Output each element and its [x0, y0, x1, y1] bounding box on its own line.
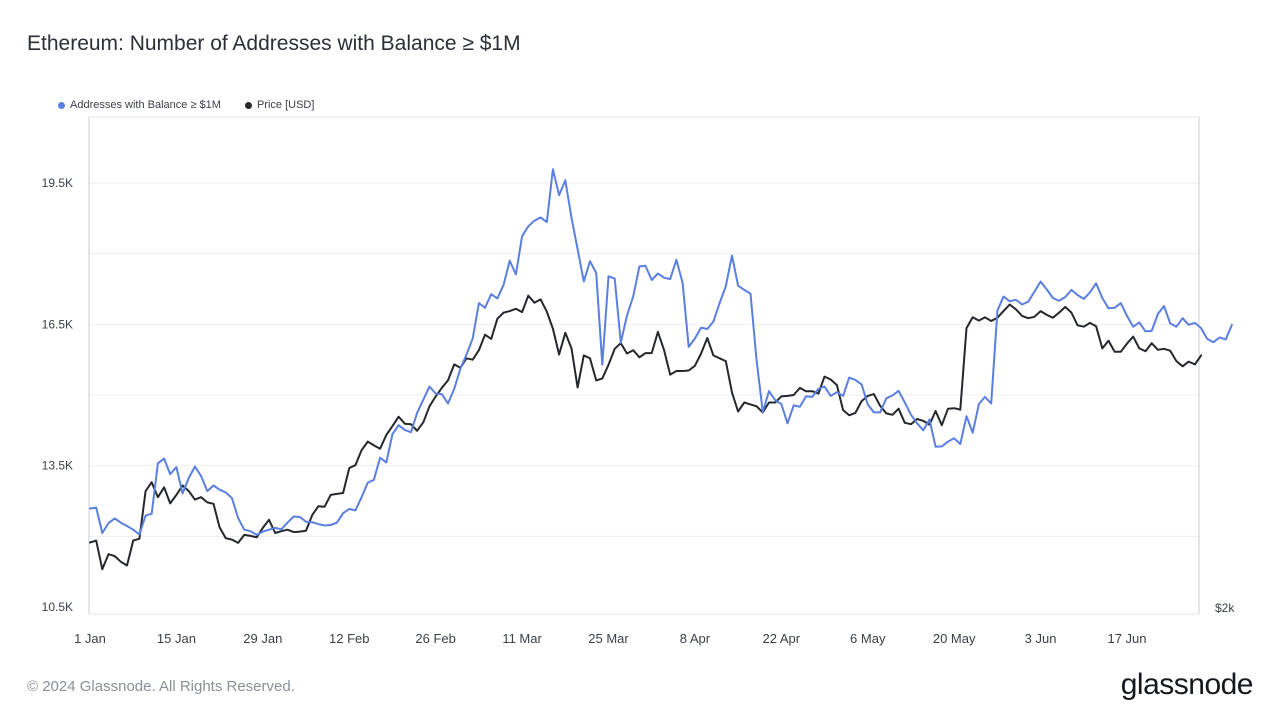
series-line-addresses[interactable]	[89, 168, 1233, 536]
copyright-footer: © 2024 Glassnode. All Rights Reserved.	[27, 678, 295, 695]
x-tick-label-12: 17 Jun	[1107, 631, 1146, 646]
legend-item-addresses[interactable]: Addresses with Balance ≥ $1M	[58, 99, 221, 111]
y-tick-label-0: 10.5K	[42, 600, 73, 614]
glassnode-logo: glassnode	[1120, 668, 1254, 701]
legend-swatch-addresses	[58, 101, 65, 109]
right-y-tick-label: $2k	[1215, 601, 1235, 615]
x-tick-label-3: 12 Feb	[329, 631, 369, 646]
x-tick-label-4: 26 Feb	[415, 631, 455, 646]
x-tick-label-9: 6 May	[850, 631, 886, 646]
y-tick-label-1: 13.5K	[42, 459, 73, 473]
legend: Addresses with Balance ≥ $1M Price [USD]	[58, 99, 314, 111]
line-chart[interactable]: 10.5K 13.5K 16.5K 19.5K $2k 1 Jan 15 Jan 29 Jan…	[0, 0, 1280, 660]
x-tick-label-7: 8 Apr	[680, 631, 711, 646]
legend-item-price[interactable]: Price [USD]	[244, 99, 315, 111]
y-tick-label-3: 19.5K	[42, 176, 73, 190]
x-tick-label-6: 25 Mar	[588, 631, 629, 646]
x-tick-label-11: 3 Jun	[1025, 631, 1057, 646]
legend-label-price: Price [USD]	[256, 99, 315, 111]
series-line-price[interactable]	[89, 294, 1203, 571]
x-tick-label-1: 15 Jan	[157, 631, 196, 646]
y-tick-label-2: 16.5K	[42, 317, 73, 331]
x-tick-label-0: 1 Jan	[74, 631, 106, 646]
x-tick-label-5: 11 Mar	[502, 631, 542, 646]
chart-title: Ethereum: Number of Addresses with Balan…	[27, 32, 521, 55]
x-tick-label-10: 20 May	[933, 631, 976, 646]
x-tick-label-2: 29 Jan	[243, 631, 282, 646]
x-tick-label-8: 22 Apr	[763, 631, 801, 646]
legend-swatch-price	[244, 101, 252, 109]
legend-label-addresses: Addresses with Balance ≥ $1M	[70, 99, 221, 111]
